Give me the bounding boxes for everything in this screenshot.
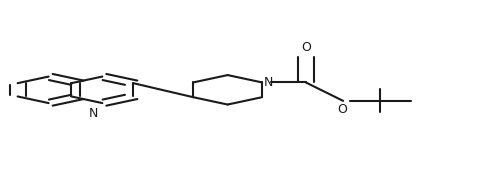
Text: O: O <box>337 103 347 116</box>
Text: N: N <box>264 76 272 89</box>
Text: N: N <box>88 107 98 120</box>
Text: O: O <box>301 41 311 54</box>
